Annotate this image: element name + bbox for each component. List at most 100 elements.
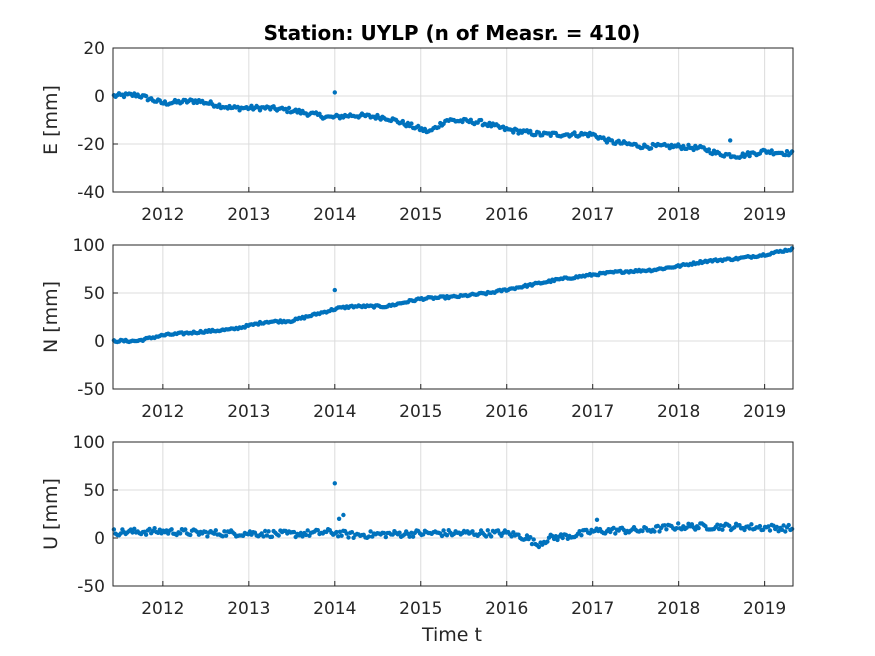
data-point: [339, 533, 344, 538]
y-tick-label: 50: [83, 284, 105, 304]
data-point: [118, 531, 123, 536]
series-points: [111, 246, 795, 345]
plot-area: [113, 442, 793, 586]
data-point: [528, 128, 533, 134]
data-point: [397, 530, 402, 535]
x-tick-label: 2015: [399, 402, 442, 422]
x-tick-label: 2016: [485, 599, 528, 619]
data-point: [346, 535, 351, 540]
panels: 2012 2013 2014 2015 2016 2017 2018 2019-40-2002…: [40, 39, 795, 619]
data-point: [783, 152, 788, 158]
data-point: [718, 523, 723, 528]
data-point: [789, 149, 795, 154]
y-tick-label: -50: [77, 577, 105, 597]
data-point: [296, 107, 302, 113]
data-point: [332, 481, 337, 486]
x-tick-label: 2012: [141, 599, 184, 619]
data-point: [217, 102, 222, 107]
data-point: [727, 523, 732, 528]
data-point: [332, 90, 337, 95]
data-point: [524, 533, 530, 538]
data-point: [781, 523, 786, 528]
data-point: [344, 531, 349, 536]
x-tick-label: 2019: [743, 205, 786, 225]
data-point: [470, 529, 475, 534]
panel-north: 2012 2013 2014 2015 2016 2017 2018 2019 -50 0 50 10…: [40, 236, 795, 422]
y-tick-label: -40: [77, 183, 105, 203]
data-point: [684, 525, 689, 530]
data-point: [121, 94, 127, 100]
data-point: [336, 534, 341, 539]
data-point: [441, 528, 446, 533]
y-axis-label: U [mm]: [40, 478, 62, 550]
data-point: [766, 524, 771, 529]
data-point: [715, 522, 720, 527]
data-point: [783, 529, 788, 534]
data-point: [640, 528, 645, 534]
data-point: [747, 526, 752, 531]
x-tick-label: 2012: [141, 205, 184, 225]
data-point: [483, 534, 489, 539]
data-point: [511, 130, 516, 135]
panel-east: 2012 2013 2014 2015 2016 2017 2018 2019 -40 -20 0 2…: [40, 39, 795, 225]
data-point: [732, 525, 737, 530]
data-point: [286, 105, 292, 111]
data-point: [298, 530, 303, 536]
data-point: [143, 93, 149, 99]
data-point: [334, 529, 339, 535]
data-point: [188, 532, 193, 538]
data-point: [285, 109, 290, 115]
data-point: [169, 527, 174, 532]
data-point: [529, 541, 535, 547]
x-tick-label: 2013: [227, 205, 270, 225]
data-point: [587, 531, 593, 536]
data-point: [767, 528, 773, 533]
data-point: [205, 534, 210, 539]
x-tick-label: 2015: [399, 205, 442, 225]
data-point: [779, 527, 785, 532]
data-point: [716, 526, 722, 532]
y-tick-label: -50: [77, 380, 105, 400]
data-point: [501, 124, 506, 129]
chart-title: Station: UYLP (n of Measr. = 410): [264, 21, 641, 45]
data-point: [523, 536, 528, 542]
data-point: [691, 147, 696, 153]
data-point: [784, 149, 790, 154]
data-point: [604, 140, 610, 145]
data-point: [664, 527, 669, 532]
data-point: [132, 526, 137, 531]
data-point: [315, 528, 320, 533]
data-point: [789, 526, 795, 532]
data-point: [410, 534, 416, 539]
data-point: [662, 523, 667, 528]
data-point: [409, 121, 414, 126]
data-point: [220, 534, 225, 539]
y-tick-label: 50: [83, 481, 105, 501]
data-point: [276, 533, 281, 538]
data-point: [332, 287, 337, 293]
axes-frame: [112, 441, 794, 587]
data-point: [269, 534, 275, 539]
data-point: [528, 535, 533, 540]
x-tick-label: 2017: [571, 402, 614, 422]
data-point: [563, 532, 569, 538]
data-point: [400, 118, 405, 124]
data-point: [409, 530, 414, 535]
data-point: [586, 134, 591, 139]
y-axis-label: N [mm]: [40, 281, 62, 353]
data-point: [579, 533, 584, 538]
x-tick-label: 2014: [313, 402, 356, 422]
data-point: [157, 527, 162, 532]
series-points: [111, 90, 795, 160]
data-point: [611, 525, 616, 531]
x-tick-label: 2016: [485, 205, 528, 225]
data-point: [657, 529, 662, 534]
x-tick-label: 2013: [227, 599, 270, 619]
data-point: [111, 527, 117, 532]
x-axis-label: Time t: [421, 624, 482, 646]
data-point: [553, 534, 558, 539]
data-point: [266, 529, 271, 534]
data-point: [235, 104, 241, 110]
data-point: [706, 147, 712, 152]
data-point: [572, 130, 577, 135]
